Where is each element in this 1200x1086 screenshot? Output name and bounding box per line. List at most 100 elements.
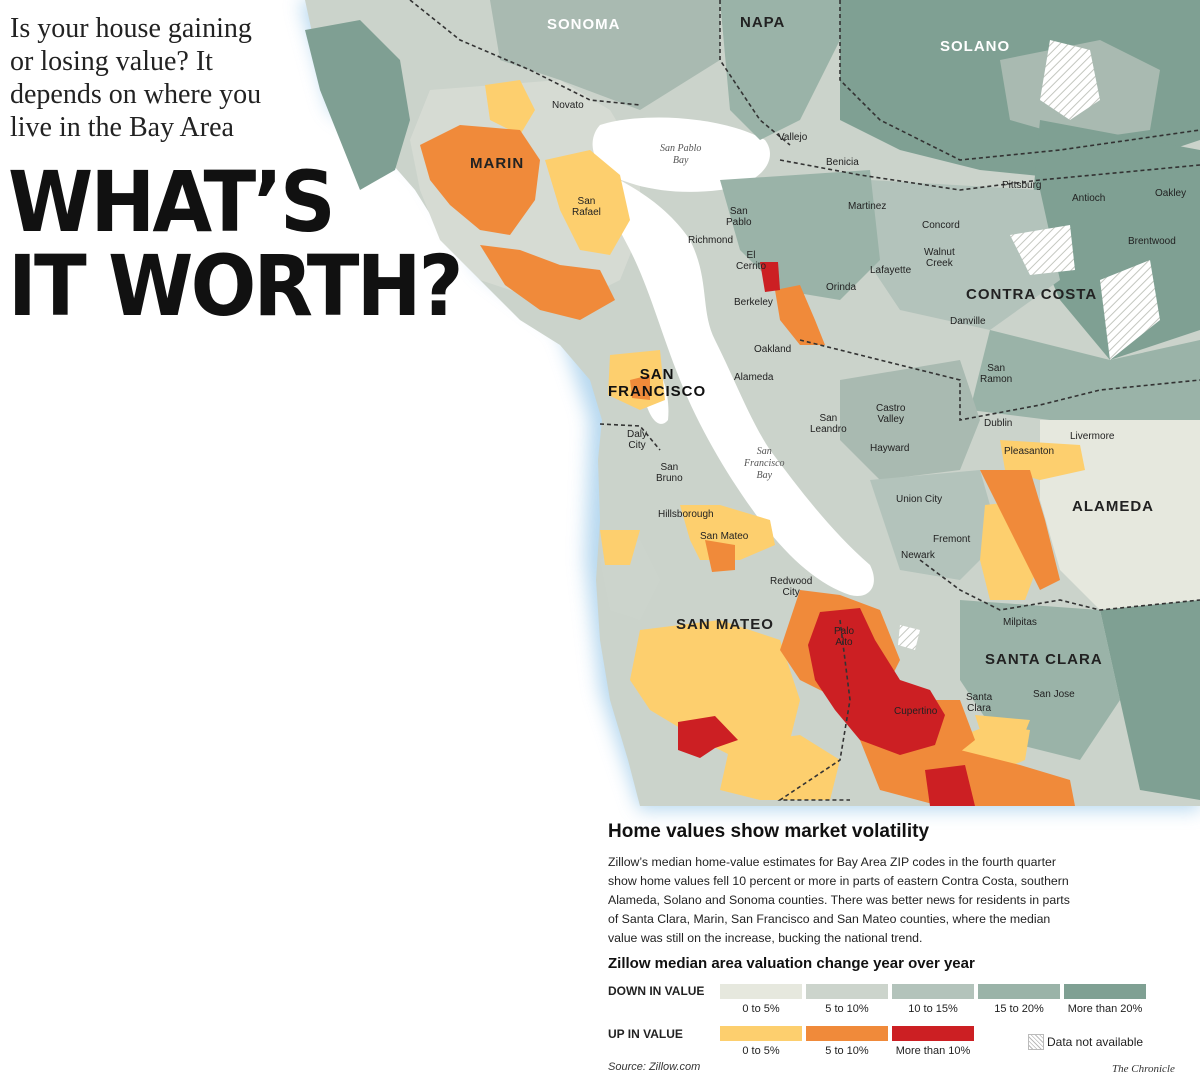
water-label-sf-bay: San Francisco Bay <box>744 446 785 482</box>
county-label-contra-costa: CONTRA COSTA <box>966 286 1098 303</box>
city-label-el-cerrito: El Cerrito <box>736 250 766 272</box>
city-label-san-rafael: San Rafael <box>572 196 601 218</box>
legend-title: Zillow median area valuation change year… <box>608 955 975 972</box>
city-label-antioch: Antioch <box>1072 193 1106 204</box>
legend-swatch-up-10-plus <box>892 1026 974 1041</box>
legend-up-label: UP IN VALUE <box>608 1027 683 1041</box>
city-label-martinez: Martinez <box>848 201 887 212</box>
source-note: Source: Zillow.com <box>608 1061 701 1073</box>
city-label-castro-valley: Castro Valley <box>876 403 905 425</box>
city-label-oakley: Oakley <box>1155 188 1187 199</box>
water-label-sf-bay-3: Bay <box>756 470 773 481</box>
city-label-palo-alto-2: Alto <box>835 637 853 648</box>
city-label-el-cerrito-1: El <box>746 250 756 261</box>
legend-label-down-10-15: 10 to 15% <box>908 1003 958 1015</box>
city-label-brentwood: Brentwood <box>1128 236 1176 247</box>
city-label-san-pablo-2: Pablo <box>726 217 752 228</box>
city-label-fremont: Fremont <box>933 534 971 545</box>
intro-text: Is your house gaining or losing value? I… <box>10 12 310 144</box>
city-label-pleasanton: Pleasanton <box>1004 446 1055 457</box>
city-label-san-rafael-1: San <box>577 196 596 207</box>
county-label-sf-line-1: SAN <box>639 366 675 383</box>
city-label-san-ramon-2: Ramon <box>980 374 1013 385</box>
city-label-san-rafael-2: Rafael <box>572 207 601 218</box>
legend-label-up-5-10: 5 to 10% <box>825 1045 869 1057</box>
legend-down-label: DOWN IN VALUE <box>608 984 705 998</box>
legend-swatch-up-5-10 <box>806 1026 888 1041</box>
city-label-castro-valley-1: Castro <box>876 403 906 414</box>
county-label-sonoma: SONOMA <box>547 16 621 33</box>
county-label-san-francisco: SAN FRANCISCO <box>608 366 706 400</box>
city-label-newark: Newark <box>901 550 935 561</box>
city-label-benicia: Benicia <box>826 157 859 168</box>
legend-swatch-up-0-5 <box>720 1026 802 1041</box>
headline-line-1: WHAT’S <box>8 153 336 251</box>
water-label-san-pablo-bay-1: San Pablo <box>660 143 702 154</box>
city-label-san-ramon: San Ramon <box>980 363 1012 385</box>
city-label-hayward: Hayward <box>870 443 910 454</box>
legend-swatch-no-data <box>1028 1034 1044 1050</box>
city-label-union-city: Union City <box>896 494 943 505</box>
city-label-richmond: Richmond <box>688 235 734 246</box>
legend-label-no-data: Data not available <box>1047 1035 1144 1049</box>
city-label-el-cerrito-2: Cerrito <box>736 261 767 272</box>
city-label-daly-city: Daly City <box>627 429 647 451</box>
city-label-oakland: Oakland <box>754 344 792 355</box>
county-boundaries <box>409 0 1200 801</box>
city-label-hillsborough: Hillsborough <box>658 509 714 520</box>
info-body-line: Alameda, Solano and Sonoma counties. The… <box>608 893 1070 907</box>
info-body-line: Zillow’s median home-value estimates for… <box>608 855 1056 869</box>
city-label-lafayette: Lafayette <box>870 265 912 276</box>
water-label-san-pablo-bay-2: Bay <box>672 155 689 166</box>
legend-label-up-10-plus: More than 10% <box>895 1045 971 1057</box>
water-label-sf-bay-1: San <box>756 446 772 457</box>
city-label-orinda: Orinda <box>826 282 857 293</box>
legend-label-down-0-5: 0 to 5% <box>742 1003 780 1015</box>
credit: The Chronicle <box>1112 1063 1175 1075</box>
city-label-san-bruno: San Bruno <box>656 462 683 484</box>
city-label-palo-alto-1: Palo <box>834 626 855 637</box>
city-label-redwood-city-2: City <box>782 587 800 598</box>
city-label-redwood-city-1: Redwood <box>770 576 813 587</box>
city-label-redwood-city: Redwood City <box>770 576 812 598</box>
info-body-line: show home values fell 10 percent or more… <box>608 874 1069 888</box>
city-label-san-leandro-2: Leandro <box>810 424 847 435</box>
city-label-san-jose: San Jose <box>1033 689 1075 700</box>
county-label-solano: SOLANO <box>940 38 1011 55</box>
legend-swatch-down-0-5 <box>720 984 802 999</box>
city-label-san-bruno-1: San <box>660 462 679 473</box>
city-label-daly-city-2: City <box>628 440 646 451</box>
city-label-dublin: Dublin <box>984 418 1013 429</box>
city-label-concord: Concord <box>922 220 960 231</box>
city-label-palo-alto: Palo Alto <box>834 626 854 648</box>
headline-line-2: IT WORTH? <box>8 237 463 335</box>
info-body-line: of Santa Clara, Marin, San Francisco and… <box>608 912 1051 926</box>
city-label-san-pablo-1: San <box>729 206 748 217</box>
up-more-10 <box>678 262 975 806</box>
city-label-pittsburg: Pittsburg <box>1002 180 1042 191</box>
legend-label-up-0-5: 0 to 5% <box>742 1045 780 1057</box>
legend-swatch-down-10-15 <box>892 984 974 999</box>
city-label-santa-clara-city-1: Santa <box>966 692 993 703</box>
up-0-5 <box>485 80 1085 800</box>
intro-line: depends on where you <box>10 79 262 110</box>
city-label-castro-valley-2: Valley <box>877 414 904 425</box>
city-label-santa-clara-city: Santa Clara <box>966 692 992 714</box>
county-label-napa: NAPA <box>740 14 786 31</box>
county-label-santa-clara: SANTA CLARA <box>985 651 1103 668</box>
city-label-san-ramon-1: San <box>987 363 1006 374</box>
legend-label-down-20-plus: More than 20% <box>1067 1003 1143 1015</box>
city-label-livermore: Livermore <box>1070 431 1115 442</box>
city-label-san-leandro-1: San <box>819 413 838 424</box>
city-label-cupertino: Cupertino <box>894 706 938 717</box>
city-label-alameda-city: Alameda <box>734 372 774 383</box>
intro-line: or losing value? It <box>10 46 213 77</box>
city-label-walnut-creek-2: Creek <box>926 258 953 269</box>
city-label-milpitas: Milpitas <box>1003 617 1037 628</box>
county-label-san-mateo: SAN MATEO <box>676 616 774 633</box>
city-label-santa-clara-city-2: Clara <box>967 703 992 714</box>
city-label-san-leandro: San Leandro <box>810 413 847 435</box>
county-label-sf-line-2: FRANCISCO <box>608 383 707 400</box>
no-data-areas <box>898 40 1160 650</box>
